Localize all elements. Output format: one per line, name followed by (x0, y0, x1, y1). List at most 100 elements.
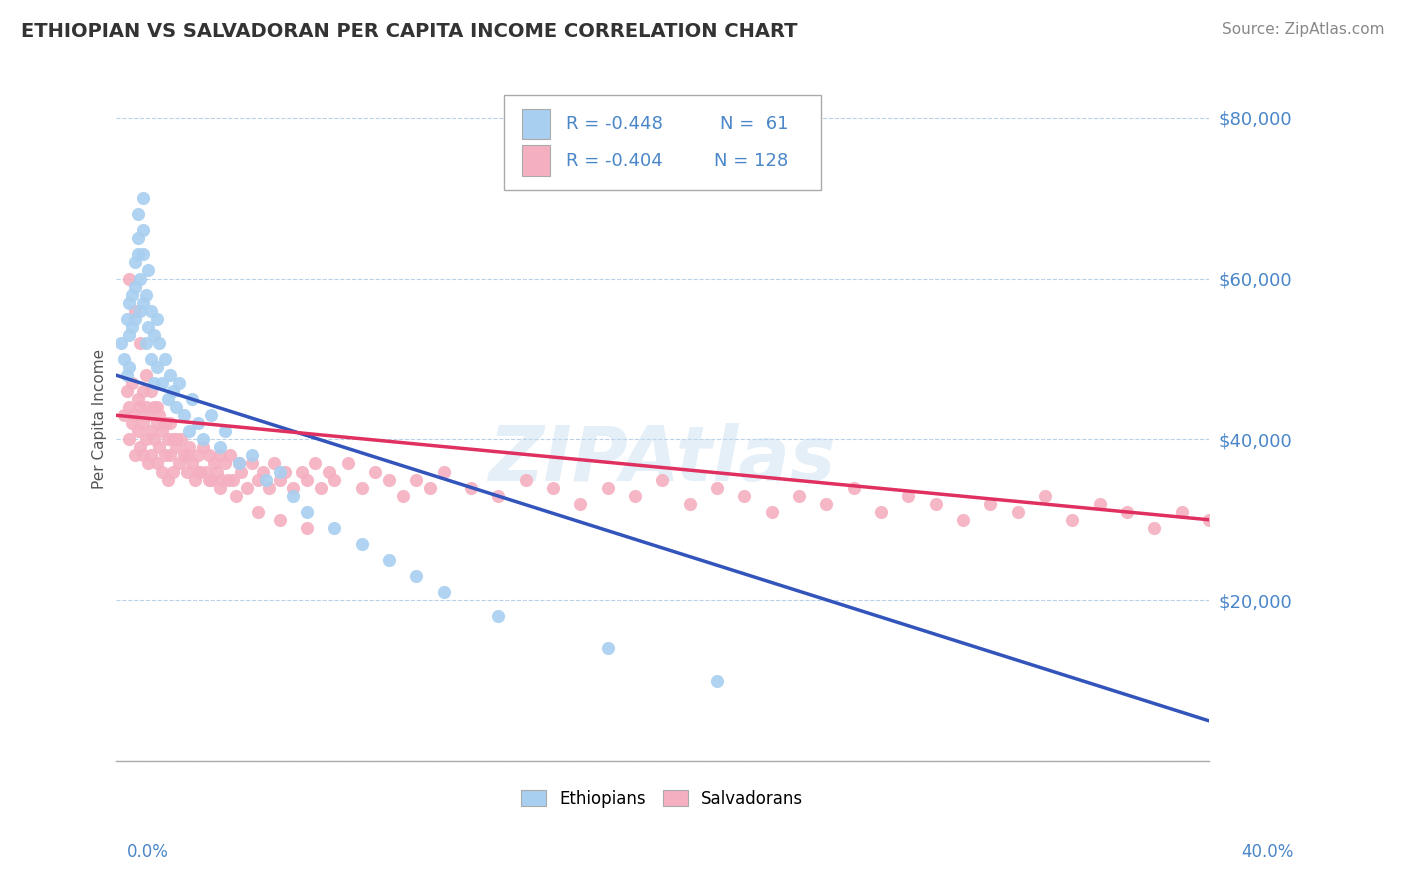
Point (132, 417, 155, 431)
Text: ZIPAtlas: ZIPAtlas (489, 424, 837, 497)
Point (323, 521, 346, 535)
Point (184, 473, 207, 487)
Point (246, 505, 269, 519)
Point (141, 449, 163, 463)
Point (118, 433, 141, 447)
Point (761, 505, 783, 519)
Point (263, 457, 285, 471)
Point (145, 359, 167, 374)
Bar (523, 145, 550, 177)
Point (148, 409, 170, 423)
Point (596, 641, 619, 656)
Point (159, 449, 181, 463)
Point (222, 473, 245, 487)
Point (118, 400, 141, 414)
Point (460, 481, 482, 495)
Point (173, 449, 195, 463)
Point (132, 295, 155, 310)
Text: N =  61: N = 61 (720, 115, 789, 133)
Point (290, 465, 312, 479)
Point (138, 409, 160, 423)
Point (1171, 505, 1194, 519)
Point (624, 489, 647, 503)
FancyBboxPatch shape (503, 95, 821, 190)
Point (150, 425, 173, 439)
Point (127, 247, 149, 261)
Point (159, 368, 181, 382)
Point (228, 457, 250, 471)
Point (165, 433, 187, 447)
Point (269, 473, 291, 487)
Point (115, 311, 138, 326)
Point (148, 441, 170, 455)
Point (231, 465, 253, 479)
Point (121, 287, 143, 301)
Point (350, 537, 373, 551)
Point (115, 384, 138, 398)
Point (679, 497, 702, 511)
Point (142, 400, 165, 414)
Text: 0.0%: 0.0% (127, 843, 169, 861)
Point (486, 489, 509, 503)
Point (1007, 505, 1029, 519)
Point (1198, 513, 1220, 527)
Text: R = -0.404: R = -0.404 (567, 152, 662, 169)
Point (217, 473, 239, 487)
Point (118, 295, 141, 310)
Point (378, 473, 401, 487)
Point (391, 489, 413, 503)
Point (156, 473, 179, 487)
Point (132, 449, 155, 463)
Text: 40.0%: 40.0% (1241, 843, 1294, 861)
Point (1033, 489, 1056, 503)
Point (127, 425, 149, 439)
Point (138, 263, 160, 277)
Point (162, 384, 184, 398)
Point (118, 359, 141, 374)
Text: N = 128: N = 128 (714, 152, 789, 169)
Point (228, 457, 250, 471)
Point (205, 465, 228, 479)
Point (110, 335, 132, 350)
Point (225, 489, 247, 503)
Point (842, 481, 865, 495)
Point (124, 255, 146, 269)
Point (124, 311, 146, 326)
Point (142, 433, 165, 447)
Point (433, 465, 456, 479)
Point (141, 351, 163, 366)
Point (179, 441, 201, 455)
Point (486, 609, 509, 624)
Point (815, 497, 838, 511)
Point (246, 473, 269, 487)
Point (318, 465, 340, 479)
Point (127, 392, 149, 406)
Point (252, 465, 274, 479)
Point (787, 489, 810, 503)
Point (112, 351, 135, 366)
Point (121, 376, 143, 390)
Point (187, 417, 209, 431)
Point (925, 497, 948, 511)
Point (304, 457, 326, 471)
Point (274, 465, 297, 479)
Point (121, 417, 143, 431)
Point (214, 457, 236, 471)
Point (187, 449, 209, 463)
Point (433, 585, 456, 599)
Point (150, 465, 173, 479)
Point (309, 481, 332, 495)
Point (269, 465, 291, 479)
Point (176, 449, 198, 463)
Point (295, 505, 318, 519)
Point (148, 335, 170, 350)
Point (208, 441, 231, 455)
Point (541, 481, 564, 495)
Point (1116, 505, 1139, 519)
Point (197, 473, 219, 487)
Point (132, 223, 155, 237)
Point (1143, 521, 1166, 535)
Point (142, 376, 165, 390)
Point (153, 417, 176, 431)
Point (132, 191, 155, 205)
